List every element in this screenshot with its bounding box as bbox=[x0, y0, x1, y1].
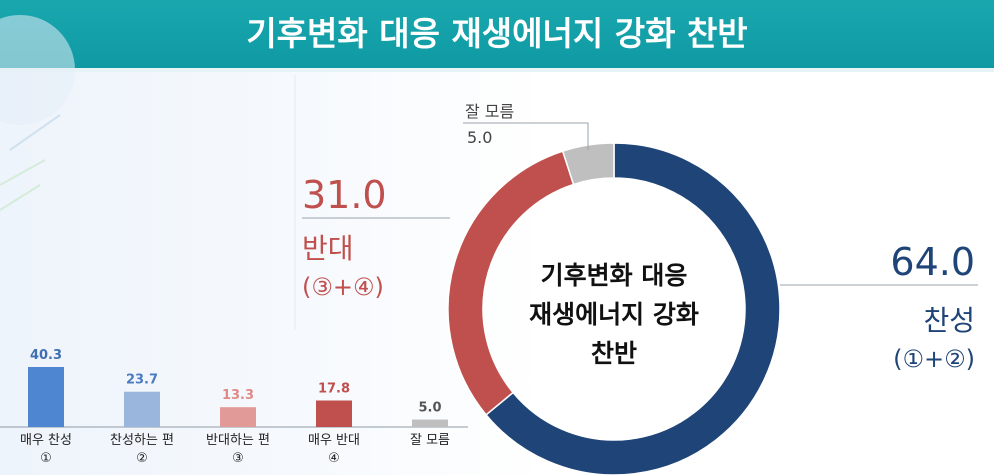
bar-value-label: 5.0 bbox=[418, 401, 441, 416]
bar bbox=[316, 400, 352, 427]
center-label-line2: 재생에너지 강화 bbox=[529, 300, 699, 329]
bar bbox=[124, 391, 160, 427]
bar-value-label: 40.3 bbox=[30, 348, 62, 363]
bar-value-label: 13.3 bbox=[222, 388, 254, 403]
bar-category-label: 찬성하는 편 bbox=[110, 433, 174, 448]
oppose-value: 31.0 bbox=[302, 173, 387, 217]
donut-chart bbox=[447, 142, 781, 475]
bg-decor-circle bbox=[0, 15, 75, 125]
donut-slice-agree bbox=[485, 142, 781, 475]
bar-category-label: 매우 반대 bbox=[308, 433, 360, 448]
center-label-line1: 기후변화 대응 bbox=[541, 261, 688, 290]
donut-slice-unknown bbox=[561, 142, 615, 186]
agree-sublabel: (①+②) bbox=[893, 345, 975, 373]
oppose-label: 반대 bbox=[302, 232, 354, 265]
agree-value: 64.0 bbox=[890, 240, 975, 284]
unknown-label: 잘 모름 bbox=[465, 102, 514, 121]
bar-category-number: ④ bbox=[328, 451, 340, 466]
bg-decor-line bbox=[9, 114, 61, 151]
agree-label: 찬성 bbox=[923, 304, 975, 337]
bg-decor-line bbox=[0, 184, 41, 211]
bg-decor-line bbox=[0, 159, 46, 186]
donut-labels: 기후변화 대응 재생에너지 강화 찬반 64.0 찬성 (①+②) 31.0 반… bbox=[302, 102, 978, 373]
unknown-value: 5.0 bbox=[467, 128, 492, 147]
bar-value-label: 17.8 bbox=[318, 381, 350, 396]
bar-category-label: 반대하는 편 bbox=[206, 433, 270, 448]
bar-value-label: 23.7 bbox=[126, 373, 158, 388]
bar-chart: 40.3 매우 찬성 ① 23.7 찬성하는 편 ② 13.3 반대하는 편 ③ 17.8 매우 반… bbox=[20, 348, 450, 466]
bar-category-number: ① bbox=[40, 451, 52, 466]
page-title: 기후변화 대응 재생에너지 강화 찬반 bbox=[0, 0, 994, 68]
oppose-sublabel: (③+④) bbox=[302, 273, 384, 301]
bar-category-number: ② bbox=[136, 451, 148, 466]
bar-category-label: 잘 모름 bbox=[410, 433, 450, 448]
bar bbox=[28, 367, 64, 427]
bar bbox=[412, 419, 448, 427]
bar-category-label: 매우 찬성 bbox=[20, 433, 72, 448]
center-label-line3: 찬반 bbox=[591, 339, 637, 368]
bar-category-number: ③ bbox=[232, 451, 244, 466]
unknown-leader-line bbox=[463, 122, 589, 150]
bar bbox=[220, 407, 256, 427]
header-divider bbox=[0, 68, 994, 72]
